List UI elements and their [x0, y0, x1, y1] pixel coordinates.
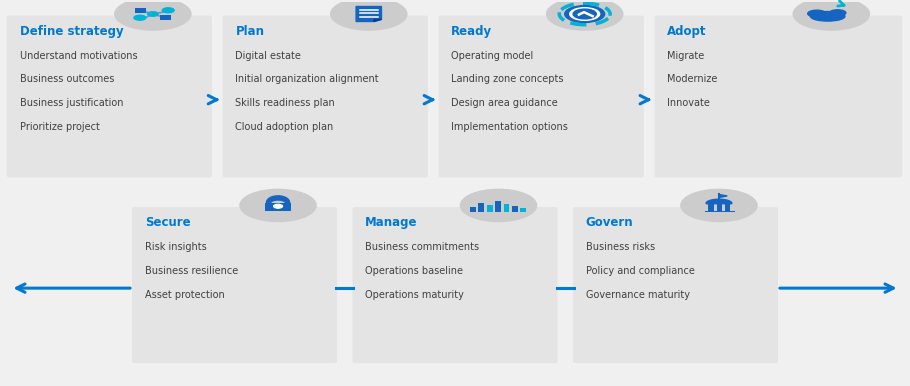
FancyBboxPatch shape [573, 207, 778, 363]
Bar [487, 205, 492, 212]
FancyBboxPatch shape [654, 15, 902, 178]
Circle shape [330, 0, 407, 30]
Text: Prioritize project: Prioritize project [19, 122, 99, 132]
Text: Business resilience: Business resilience [145, 266, 238, 276]
Bar [478, 203, 484, 212]
Text: Govern: Govern [586, 216, 633, 229]
Bar [160, 15, 170, 20]
Text: Adopt: Adopt [667, 25, 707, 38]
Text: Innovate: Innovate [667, 98, 710, 108]
Bar [705, 210, 735, 212]
FancyBboxPatch shape [439, 15, 643, 178]
Text: Business outcomes: Business outcomes [19, 74, 114, 85]
Circle shape [460, 190, 537, 222]
Text: Operations maturity: Operations maturity [365, 290, 464, 300]
Polygon shape [719, 195, 727, 198]
Text: Risk insights: Risk insights [145, 242, 207, 252]
Bar [495, 201, 501, 212]
Circle shape [240, 190, 316, 222]
Circle shape [681, 190, 757, 222]
Circle shape [134, 15, 146, 20]
Bar [277, 206, 279, 209]
Text: Secure: Secure [145, 216, 190, 229]
Circle shape [115, 0, 191, 30]
Circle shape [794, 0, 869, 30]
Text: Define strategy: Define strategy [19, 25, 123, 38]
Ellipse shape [811, 12, 844, 21]
Text: Digital estate: Digital estate [236, 51, 301, 61]
Bar [503, 204, 510, 212]
Bar [521, 208, 527, 212]
Bar [266, 203, 291, 211]
Ellipse shape [830, 10, 845, 16]
FancyBboxPatch shape [352, 207, 558, 363]
Text: Cloud adoption plan: Cloud adoption plan [236, 122, 334, 132]
Text: Business commitments: Business commitments [365, 242, 480, 252]
Text: Implementation options: Implementation options [451, 122, 568, 132]
Text: Asset protection: Asset protection [145, 290, 225, 300]
Text: Ready: Ready [451, 25, 492, 38]
Text: Policy and compliance: Policy and compliance [586, 266, 694, 276]
Text: Manage: Manage [365, 216, 418, 229]
FancyBboxPatch shape [7, 15, 212, 178]
Text: Business justification: Business justification [19, 98, 123, 108]
Ellipse shape [808, 10, 826, 17]
Text: Operating model: Operating model [451, 51, 533, 61]
Text: Skills readiness plan: Skills readiness plan [236, 98, 335, 108]
Text: Initial organization alignment: Initial organization alignment [236, 74, 379, 85]
Text: Landing zone concepts: Landing zone concepts [451, 74, 564, 85]
Text: Business risks: Business risks [586, 242, 655, 252]
Polygon shape [706, 199, 732, 203]
Text: Operations baseline: Operations baseline [365, 266, 463, 276]
Bar [716, 203, 722, 211]
Bar [725, 203, 730, 211]
Bar [136, 8, 146, 12]
Circle shape [274, 204, 282, 208]
Circle shape [162, 8, 174, 13]
Text: Governance maturity: Governance maturity [586, 290, 690, 300]
Polygon shape [356, 7, 381, 22]
Bar [512, 206, 518, 212]
Polygon shape [374, 19, 381, 22]
Bar [708, 203, 713, 211]
Text: Plan: Plan [236, 25, 265, 38]
Text: Understand motivations: Understand motivations [19, 51, 137, 61]
Text: Modernize: Modernize [667, 74, 718, 85]
Circle shape [565, 5, 604, 22]
Text: Design area guidance: Design area guidance [451, 98, 558, 108]
Circle shape [147, 12, 158, 16]
Circle shape [570, 8, 600, 20]
Circle shape [547, 0, 622, 30]
FancyBboxPatch shape [132, 207, 337, 363]
Bar [470, 207, 476, 212]
FancyBboxPatch shape [223, 15, 428, 178]
Text: Migrate: Migrate [667, 51, 704, 61]
Circle shape [573, 9, 596, 19]
